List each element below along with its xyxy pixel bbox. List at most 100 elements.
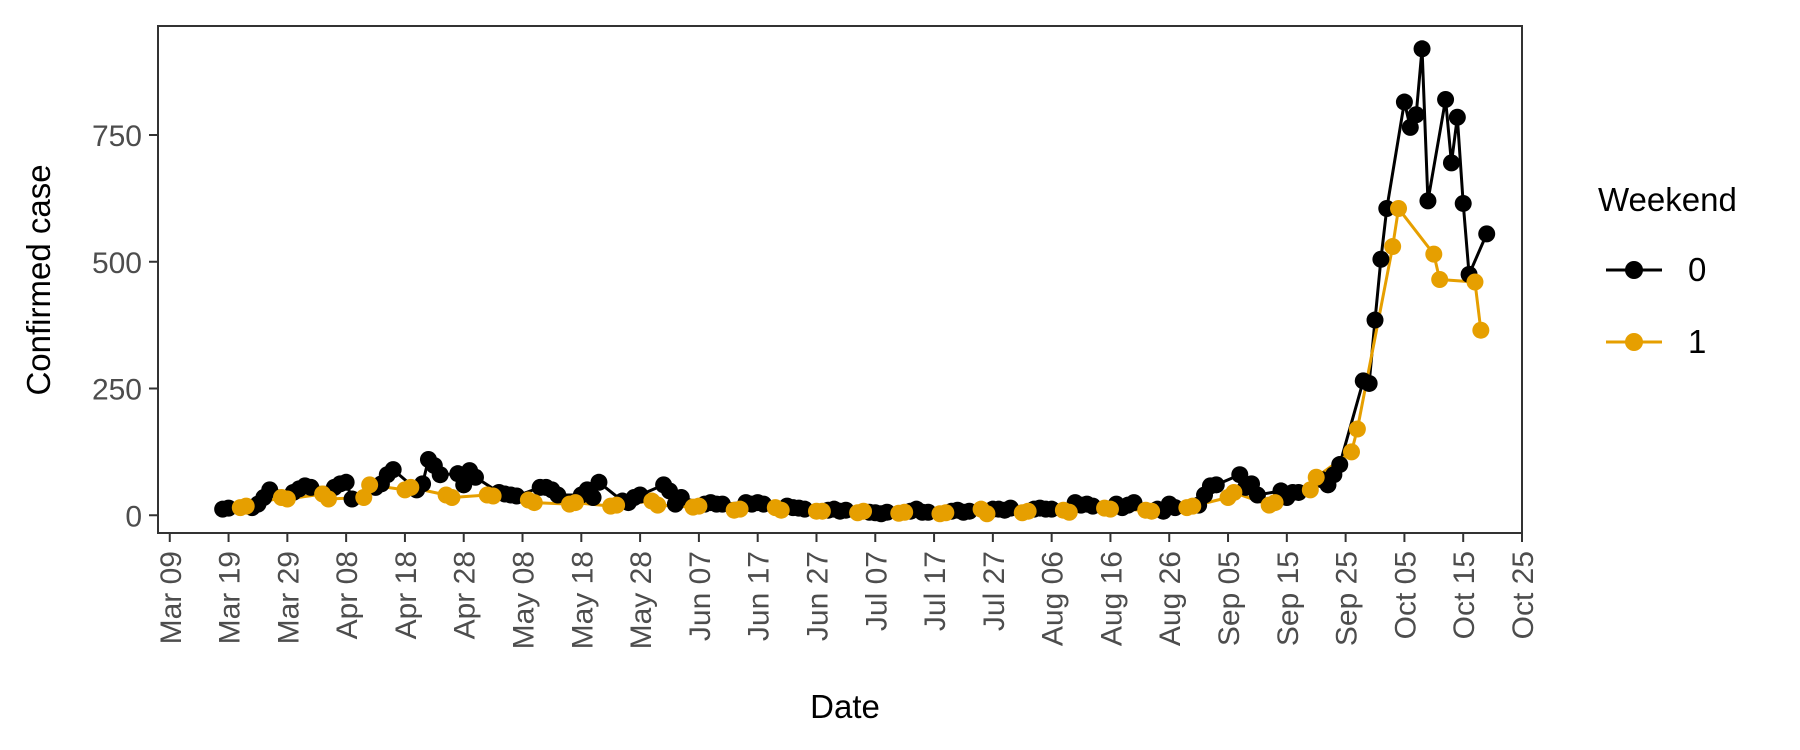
- data-point-series-1: [361, 476, 379, 494]
- legend-label-0: 0: [1688, 251, 1706, 288]
- data-point-series-0: [1395, 93, 1413, 111]
- data-point-series-0: [584, 489, 602, 507]
- data-point-series-0: [1378, 200, 1396, 218]
- legend: Weekend 0 1: [1598, 181, 1737, 360]
- data-point-series-1: [320, 490, 337, 508]
- legend-entry-1: 1: [1606, 323, 1706, 360]
- data-point-series-1: [772, 501, 790, 519]
- data-point-series-1: [649, 496, 667, 514]
- data-point-series-1: [1101, 500, 1119, 518]
- data-point-series-0: [549, 486, 567, 504]
- data-point-series-1: [1060, 503, 1078, 521]
- data-point-series-1: [690, 497, 708, 515]
- data-point-series-1: [1390, 200, 1408, 218]
- data-point-series-1: [402, 478, 420, 496]
- legend-key-point-1: [1625, 333, 1643, 351]
- data-point-series-0: [672, 489, 690, 507]
- data-point-series-0: [1166, 499, 1184, 517]
- data-point-series-0: [590, 473, 608, 491]
- y-tick-label: 0: [125, 500, 142, 533]
- x-tick-label: Aug 16: [1095, 551, 1128, 646]
- x-tick-label: Aug 26: [1154, 551, 1187, 646]
- x-tick-label: Oct 15: [1448, 551, 1481, 639]
- data-point-series-0: [1248, 486, 1266, 504]
- data-point-series-1: [1472, 321, 1490, 339]
- series-layer: [214, 40, 1496, 523]
- x-tick-label: Oct 25: [1507, 551, 1540, 639]
- x-tick-label: Jul 07: [860, 551, 893, 631]
- data-point-series-1: [937, 504, 955, 522]
- x-tick-label: Sep 25: [1331, 551, 1364, 646]
- x-tick-label: May 28: [625, 551, 658, 649]
- x-tick-label: May 18: [566, 551, 599, 649]
- data-point-series-0: [1478, 225, 1496, 243]
- data-point-series-1: [896, 503, 914, 521]
- x-tick-label: Sep 15: [1272, 551, 1305, 646]
- data-point-series-1: [566, 494, 584, 512]
- x-tick-label: Jul 27: [978, 551, 1011, 631]
- data-point-series-0: [1231, 466, 1249, 484]
- data-point-series-1: [1307, 468, 1325, 486]
- data-point-series-0: [1366, 311, 1384, 329]
- data-point-series-1: [1343, 443, 1360, 461]
- data-point-series-0: [1437, 91, 1455, 109]
- data-point-series-0: [1419, 192, 1437, 210]
- data-point-series-0: [1372, 250, 1390, 268]
- x-axis: Mar 09 Mar 19 Mar 29 Apr 08 Apr 18 Apr 28 May …: [155, 533, 1540, 649]
- x-axis-title: Date: [810, 688, 880, 725]
- data-point-series-0: [1360, 374, 1378, 392]
- data-point-series-1: [278, 490, 296, 508]
- panel-border: [157, 25, 1523, 534]
- data-point-series-1: [355, 489, 373, 507]
- x-tick-label: Apr 28: [449, 551, 482, 639]
- data-point-series-1: [1384, 238, 1402, 256]
- x-tick-label: Mar 19: [214, 551, 247, 644]
- data-point-series-0: [466, 468, 484, 486]
- legend-label-1: 1: [1688, 323, 1706, 360]
- data-point-series-1: [484, 487, 502, 505]
- data-point-series-0: [1401, 118, 1419, 136]
- data-point-series-0: [1407, 106, 1425, 124]
- y-axis: 0 250 500 750: [92, 120, 158, 533]
- y-tick-label: 500: [92, 247, 142, 280]
- data-point-series-1: [1266, 494, 1284, 512]
- data-point-series-0: [1207, 476, 1225, 494]
- data-point-series-0: [1442, 154, 1460, 172]
- data-point-series-0: [1448, 108, 1466, 126]
- data-point-series-0: [337, 473, 355, 491]
- data-point-series-1: [1143, 502, 1161, 520]
- data-point-series-1: [731, 500, 749, 518]
- x-tick-label: Jun 27: [801, 551, 834, 641]
- x-tick-label: Apr 08: [331, 551, 364, 639]
- data-point-series-1: [1225, 483, 1243, 501]
- x-tick-label: Jun 07: [684, 551, 717, 641]
- legend-title: Weekend: [1598, 181, 1737, 218]
- data-point-series-1: [608, 496, 626, 514]
- x-tick-label: Aug 06: [1037, 551, 1070, 646]
- data-point-series-1: [1184, 497, 1202, 515]
- y-axis-title: Confirmed case: [20, 164, 57, 395]
- data-point-series-1: [443, 489, 461, 507]
- x-tick-label: Jun 17: [743, 551, 776, 641]
- y-tick-label: 750: [92, 120, 142, 153]
- x-tick-label: May 08: [508, 551, 541, 649]
- data-point-series-1: [1301, 481, 1319, 499]
- data-point-series-1: [978, 505, 996, 523]
- x-tick-label: Apr 18: [390, 551, 423, 639]
- data-point-series-1: [813, 502, 831, 520]
- x-tick-label: Jul 17: [919, 551, 952, 631]
- x-tick-label: Mar 09: [155, 551, 188, 644]
- data-point-series-1: [1431, 271, 1449, 288]
- x-tick-label: Mar 29: [272, 551, 305, 644]
- x-tick-label: Oct 05: [1389, 551, 1422, 639]
- legend-entry-0: 0: [1606, 251, 1706, 288]
- data-point-series-0: [1331, 456, 1349, 474]
- data-point-series-1: [1466, 273, 1484, 291]
- data-point-series-1: [1019, 502, 1037, 520]
- x-tick-label: Sep 05: [1213, 551, 1246, 646]
- y-tick-label: 250: [92, 374, 142, 407]
- data-point-series-0: [1454, 194, 1472, 212]
- data-point-series-0: [384, 461, 402, 479]
